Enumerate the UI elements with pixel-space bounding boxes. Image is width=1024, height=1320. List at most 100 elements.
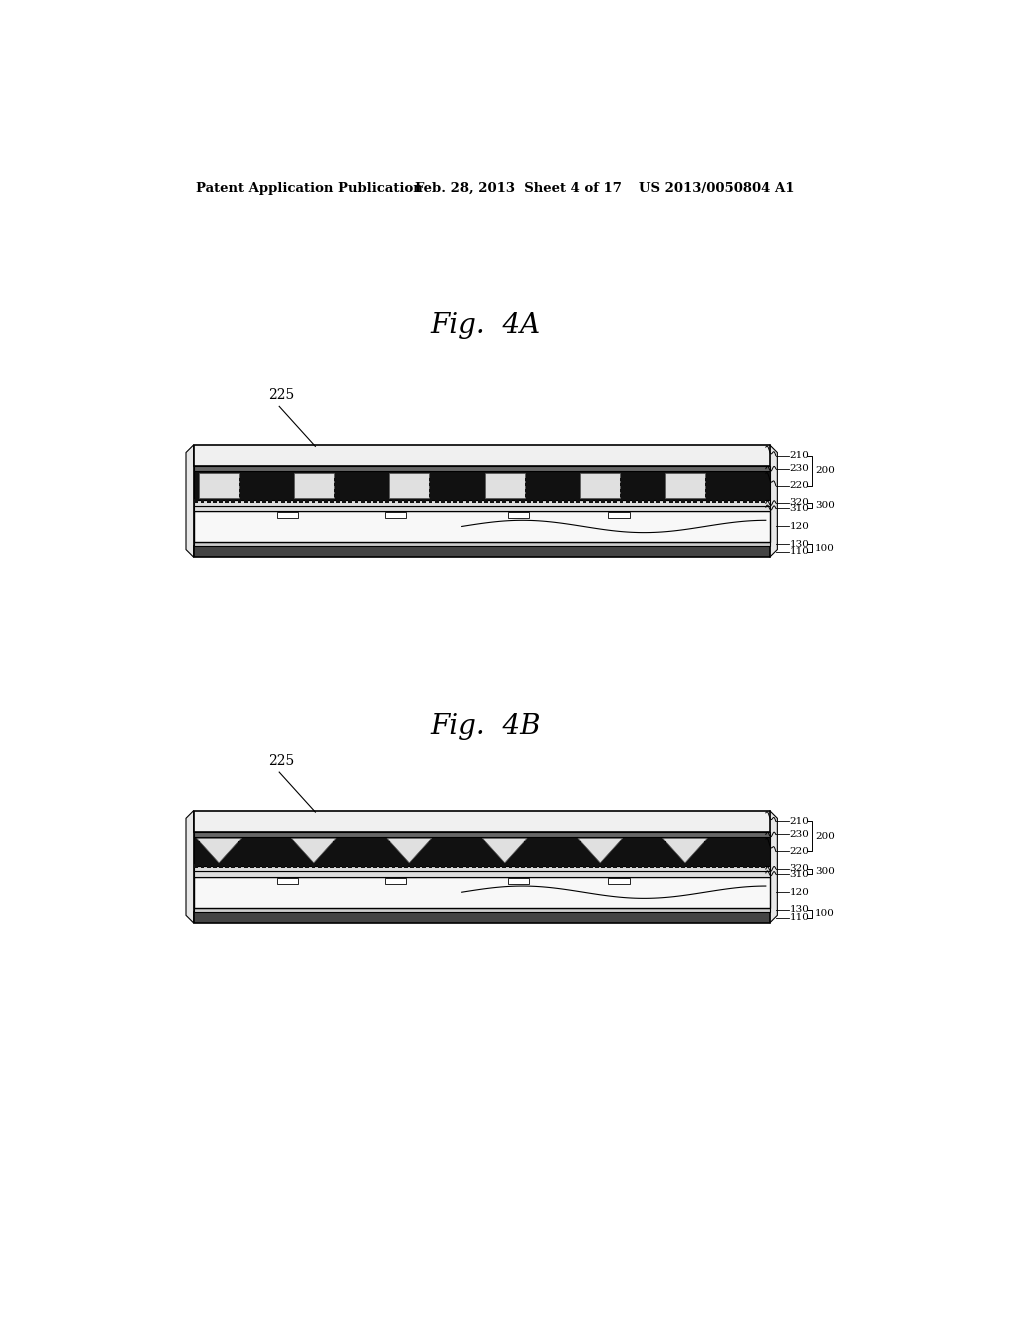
- Bar: [194, 832, 770, 837]
- Bar: [209, 859, 212, 863]
- Bar: [701, 846, 705, 849]
- Bar: [194, 912, 770, 923]
- Bar: [466, 865, 469, 869]
- Bar: [379, 865, 383, 869]
- Bar: [558, 499, 562, 503]
- Bar: [607, 859, 611, 863]
- Text: 300: 300: [815, 867, 835, 876]
- Bar: [626, 499, 630, 503]
- Bar: [621, 494, 625, 498]
- Bar: [250, 865, 254, 869]
- Bar: [334, 478, 338, 480]
- Bar: [386, 841, 390, 845]
- Bar: [583, 865, 587, 869]
- Bar: [577, 499, 581, 503]
- Bar: [262, 865, 266, 869]
- Bar: [206, 855, 209, 858]
- Bar: [429, 478, 433, 480]
- Bar: [546, 499, 550, 503]
- Bar: [429, 841, 432, 845]
- Bar: [317, 499, 322, 503]
- Bar: [460, 865, 463, 869]
- Bar: [435, 499, 438, 503]
- Bar: [410, 865, 414, 869]
- Bar: [360, 865, 365, 869]
- Bar: [330, 499, 334, 503]
- Bar: [662, 478, 665, 480]
- Bar: [244, 865, 248, 869]
- Bar: [422, 850, 426, 854]
- Bar: [196, 478, 199, 480]
- Bar: [687, 865, 691, 869]
- Bar: [268, 865, 272, 869]
- Bar: [577, 865, 581, 869]
- Bar: [311, 865, 315, 869]
- Bar: [250, 499, 254, 503]
- Bar: [336, 499, 340, 503]
- Bar: [324, 855, 328, 858]
- Bar: [662, 488, 665, 492]
- Bar: [564, 499, 568, 503]
- Bar: [515, 499, 518, 503]
- Bar: [240, 478, 243, 480]
- Bar: [225, 865, 229, 869]
- Text: Patent Application Publication: Patent Application Publication: [196, 182, 423, 194]
- Bar: [385, 494, 389, 498]
- Bar: [342, 499, 346, 503]
- Bar: [610, 855, 614, 858]
- Bar: [638, 865, 642, 869]
- Bar: [238, 865, 242, 869]
- Text: 230: 230: [790, 465, 810, 473]
- Bar: [665, 846, 669, 849]
- Bar: [199, 474, 240, 498]
- Bar: [590, 859, 594, 863]
- Bar: [287, 865, 291, 869]
- Bar: [379, 499, 383, 503]
- Bar: [194, 541, 770, 546]
- Bar: [305, 499, 309, 503]
- Text: 320: 320: [790, 499, 810, 507]
- Bar: [354, 499, 358, 503]
- Bar: [663, 865, 667, 869]
- Text: 210: 210: [790, 817, 810, 826]
- Bar: [300, 855, 304, 858]
- Bar: [621, 483, 625, 487]
- Bar: [194, 866, 770, 871]
- Bar: [699, 865, 703, 869]
- Bar: [662, 483, 665, 487]
- Bar: [705, 478, 709, 480]
- Bar: [403, 865, 408, 869]
- Bar: [681, 499, 685, 503]
- Bar: [578, 841, 581, 845]
- Polygon shape: [186, 445, 194, 557]
- Bar: [524, 488, 528, 492]
- Bar: [558, 865, 562, 869]
- Bar: [195, 499, 199, 503]
- Bar: [422, 865, 426, 869]
- Bar: [487, 850, 492, 854]
- Bar: [196, 494, 199, 498]
- Bar: [385, 865, 389, 869]
- Bar: [194, 871, 770, 876]
- Bar: [730, 499, 734, 503]
- Bar: [484, 865, 487, 869]
- Bar: [607, 865, 611, 869]
- Bar: [290, 494, 294, 498]
- Bar: [481, 841, 485, 845]
- Bar: [199, 846, 203, 849]
- Bar: [395, 855, 399, 858]
- Bar: [194, 876, 770, 908]
- Bar: [429, 865, 432, 869]
- Bar: [481, 478, 484, 480]
- Text: 220: 220: [790, 847, 810, 855]
- Bar: [718, 499, 722, 503]
- Text: 230: 230: [790, 830, 810, 840]
- Bar: [240, 483, 243, 487]
- Bar: [693, 499, 697, 503]
- Bar: [385, 499, 389, 503]
- Bar: [297, 850, 301, 854]
- Bar: [330, 865, 334, 869]
- Bar: [281, 499, 285, 503]
- Bar: [194, 466, 770, 471]
- Bar: [232, 850, 236, 854]
